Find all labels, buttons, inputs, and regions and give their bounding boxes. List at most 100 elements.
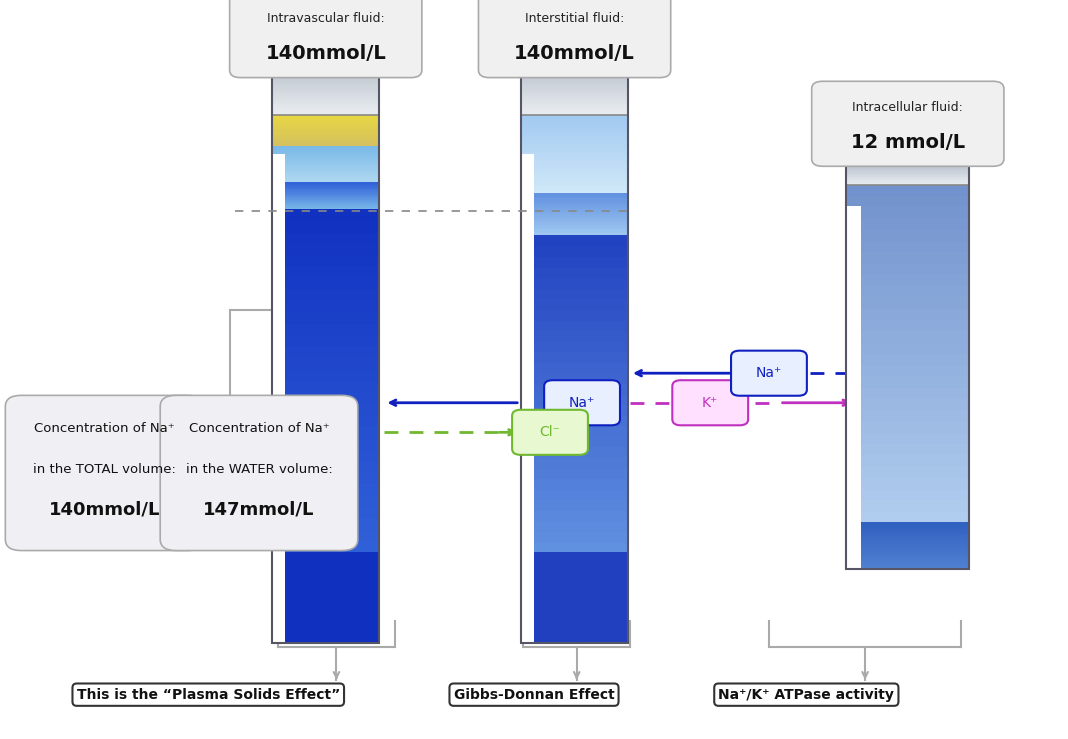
Bar xyxy=(272,207,379,209)
Bar xyxy=(521,100,628,103)
Bar xyxy=(272,132,379,134)
Bar xyxy=(272,197,379,198)
Bar xyxy=(846,559,970,562)
Bar xyxy=(846,553,970,555)
Bar xyxy=(272,177,379,180)
Bar xyxy=(272,160,379,163)
Bar xyxy=(272,506,379,519)
Bar xyxy=(521,154,628,157)
FancyBboxPatch shape xyxy=(732,351,807,396)
Bar xyxy=(521,74,628,115)
Bar xyxy=(846,420,970,433)
Bar xyxy=(272,208,379,210)
Bar xyxy=(272,191,379,193)
Bar xyxy=(272,335,379,347)
Bar xyxy=(521,457,628,469)
Bar xyxy=(272,188,379,189)
Bar xyxy=(521,124,628,128)
Text: Na⁺/K⁺ ATPase activity: Na⁺/K⁺ ATPase activity xyxy=(719,688,894,701)
Bar xyxy=(272,135,379,137)
Bar xyxy=(272,187,379,188)
Bar xyxy=(846,252,970,264)
Text: Intracellular fluid:: Intracellular fluid: xyxy=(852,101,963,114)
Bar xyxy=(521,159,628,162)
Bar xyxy=(272,571,379,589)
Bar xyxy=(272,381,379,393)
Bar xyxy=(846,168,970,169)
Bar xyxy=(846,263,970,275)
Bar xyxy=(272,495,379,507)
Bar xyxy=(846,409,970,421)
Bar xyxy=(521,436,628,447)
Bar xyxy=(521,151,628,154)
Bar xyxy=(846,443,970,455)
Bar xyxy=(521,172,628,175)
Bar xyxy=(846,528,970,531)
Bar xyxy=(272,202,379,203)
Bar xyxy=(272,177,379,178)
FancyBboxPatch shape xyxy=(812,81,1004,166)
Bar xyxy=(521,278,628,289)
Bar xyxy=(272,312,379,324)
Bar xyxy=(521,98,628,101)
Bar xyxy=(521,288,628,299)
Bar xyxy=(272,415,379,427)
Bar xyxy=(272,151,379,154)
FancyBboxPatch shape xyxy=(230,0,422,78)
Bar xyxy=(521,200,628,202)
Bar xyxy=(272,128,379,129)
Bar xyxy=(846,297,970,309)
Bar xyxy=(521,468,628,479)
Bar xyxy=(272,126,379,129)
Bar xyxy=(521,79,628,82)
Bar xyxy=(272,181,379,183)
Bar xyxy=(521,129,628,133)
Bar xyxy=(272,120,379,122)
Bar xyxy=(846,542,970,545)
Bar xyxy=(846,562,970,565)
Bar xyxy=(521,154,534,253)
Bar xyxy=(272,75,379,78)
Bar xyxy=(272,447,285,545)
Bar xyxy=(521,228,628,231)
Bar xyxy=(521,140,628,143)
Bar xyxy=(846,181,970,183)
Bar xyxy=(272,166,379,168)
Bar xyxy=(521,119,628,123)
Bar xyxy=(272,123,379,125)
Bar xyxy=(521,174,628,178)
Bar xyxy=(272,117,379,119)
Bar xyxy=(272,188,379,190)
Bar xyxy=(272,324,379,336)
Bar xyxy=(846,184,970,196)
Bar xyxy=(846,387,970,399)
Bar xyxy=(521,164,628,167)
Bar xyxy=(521,155,534,643)
Bar xyxy=(846,170,970,171)
Text: 140mmol/L: 140mmol/L xyxy=(265,44,387,64)
Bar xyxy=(272,129,379,130)
FancyBboxPatch shape xyxy=(673,381,749,426)
FancyBboxPatch shape xyxy=(545,381,619,426)
Bar xyxy=(272,143,379,144)
Bar xyxy=(521,93,628,96)
Bar xyxy=(272,552,379,571)
Bar xyxy=(521,415,628,426)
Bar xyxy=(521,87,628,90)
Bar xyxy=(846,285,970,298)
Bar xyxy=(521,205,628,206)
Bar xyxy=(846,175,970,177)
Bar xyxy=(521,320,628,331)
Bar xyxy=(521,446,628,458)
Bar xyxy=(521,545,534,643)
Bar xyxy=(521,214,628,217)
Bar xyxy=(846,183,970,185)
Bar xyxy=(846,554,970,556)
Bar xyxy=(521,89,628,92)
Bar xyxy=(272,155,379,157)
Bar xyxy=(521,606,628,625)
Text: 147mmol/L: 147mmol/L xyxy=(203,501,315,519)
Bar xyxy=(846,218,970,230)
Bar xyxy=(521,143,628,146)
Bar xyxy=(521,132,628,136)
